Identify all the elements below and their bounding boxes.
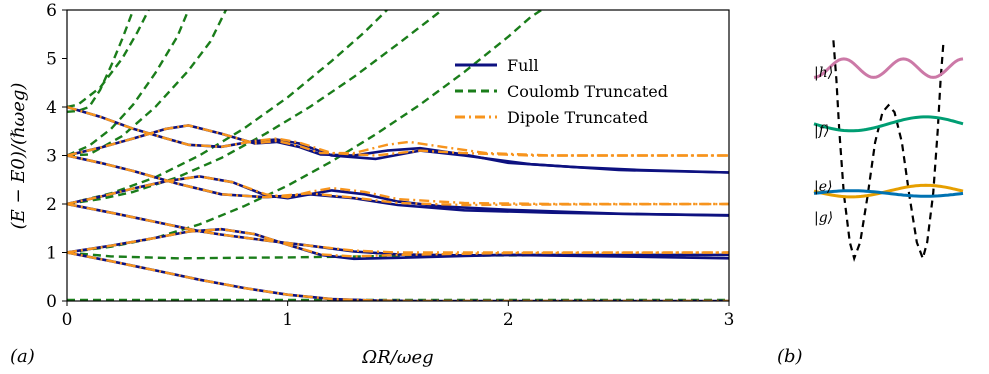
series-line-dipole-truncated [67,175,729,206]
series-line-full [67,124,729,174]
series-line-dipole-truncated [67,202,729,254]
series-line-coulomb-truncated [67,10,150,109]
series-line-coulomb-truncated [67,10,543,254]
series-line-full [67,202,729,257]
series-line-dipole-truncated [67,154,729,207]
series-line-coulomb-truncated [67,251,729,260]
series-line-dipole-truncated [67,251,729,301]
series-line-coulomb-truncated [67,10,443,206]
series-line-coulomb-truncated [67,10,135,113]
series-line-coulomb-truncated [67,10,388,206]
ket-label-h: |h⟩ [814,65,833,81]
potential-diagram [813,40,964,263]
series-line-full [67,154,729,217]
x-tick-label: 3 [724,310,735,330]
y-tick-label: 6 [46,1,57,21]
series-line-dipole-truncated [67,228,729,258]
legend-label-coulomb: Coulomb Truncated [507,82,668,101]
y-tick-label: 3 [46,147,57,167]
panel-label-a: (a) [10,346,35,367]
x-axis-label: ΩR/ωeg [361,347,433,368]
level-wavefunction [813,115,964,133]
x-tick-label: 2 [503,310,514,330]
legend-label-dipole: Dipole Truncated [507,108,648,127]
y-axis-label: (E − E0)/(ℏωeg) [8,83,29,230]
level-wavefunction [813,57,964,79]
series-line-coulomb-truncated [67,10,227,157]
ket-label-e: |e⟩ [814,179,832,195]
level-labels: |h⟩ |f⟩ |e⟩ |g⟩ [814,65,833,226]
y-tick-label: 2 [46,195,57,215]
level-wavefunction [813,183,964,199]
ket-label-g: |g⟩ [814,210,833,226]
y-tick-label: 1 [46,244,57,264]
legend: Full Coulomb Truncated Dipole Truncated [455,56,668,127]
series-line-full [67,251,729,301]
y-tick-label: 0 [46,292,57,312]
potential-curve [832,40,945,263]
x-ticks: 0 1 2 3 [62,301,735,330]
x-tick-label: 1 [282,310,293,330]
y-ticks: 0 1 2 3 4 5 6 [46,1,67,312]
panel-b: |h⟩ |f⟩ |e⟩ |g⟩ (b) [777,40,964,367]
series-line-dipole-truncated [67,105,729,157]
ket-label-f: |f⟩ [814,123,829,139]
x-tick-label: 0 [62,310,73,330]
y-tick-label: 4 [46,98,57,118]
panel-label-b: (b) [777,346,803,367]
plot-lines [67,10,729,301]
level-wavefunction [813,189,964,198]
y-tick-label: 5 [46,50,57,70]
series-line-coulomb-truncated [67,10,190,157]
legend-label-full: Full [507,56,539,75]
